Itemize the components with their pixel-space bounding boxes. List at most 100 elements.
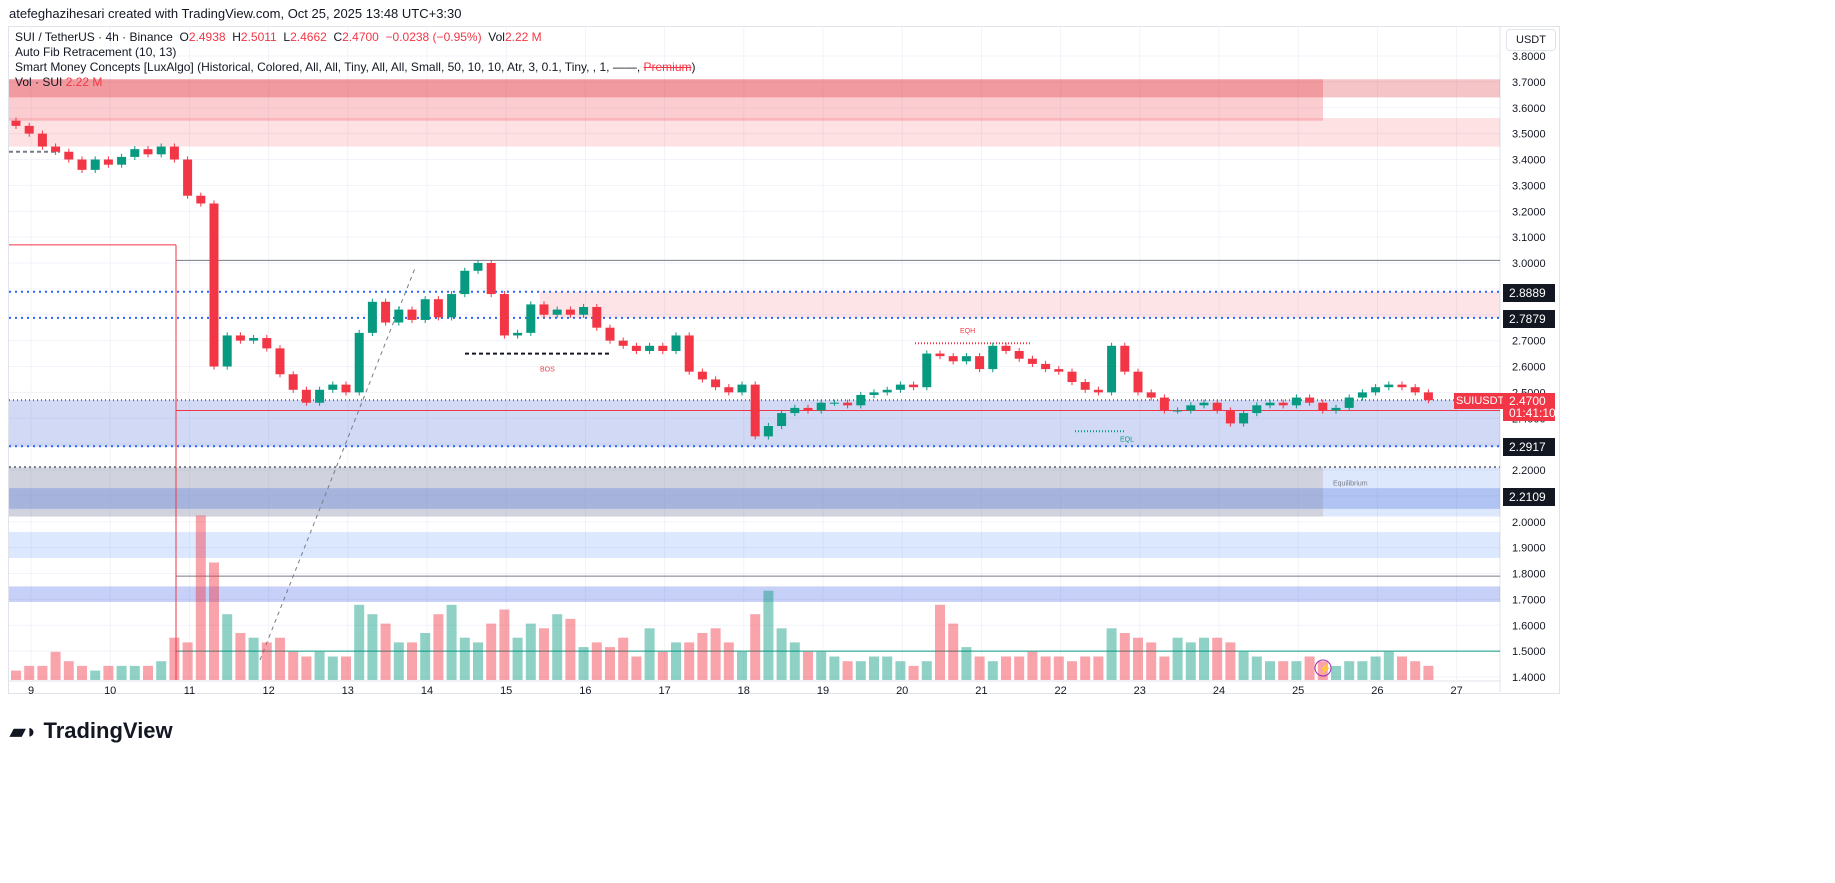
y-tick-label: 3.6000	[1512, 103, 1546, 115]
volume-bar	[37, 665, 48, 680]
volume-bar	[50, 651, 61, 680]
volume-bar	[446, 604, 457, 680]
chart-frame	[8, 26, 1560, 694]
fib-indicator-legend[interactable]: Auto Fib Retracement (10, 13)	[15, 45, 177, 59]
volume-bar	[103, 665, 114, 680]
last-price-tag: 2.4700 01:41:10	[1503, 393, 1556, 421]
volume-bar	[499, 609, 510, 680]
alert-bolt-icon-glyph: ⚡	[1319, 662, 1331, 675]
volume-bar	[235, 633, 246, 680]
candle-body	[117, 156, 127, 165]
candle-body	[1265, 402, 1275, 406]
candle-body	[51, 146, 61, 152]
x-tick-label: 24	[1213, 685, 1225, 697]
volume-bar	[684, 642, 695, 680]
currency-button[interactable]: USDT	[1506, 29, 1556, 51]
candle-body	[829, 402, 839, 404]
volume-bar	[1344, 661, 1355, 680]
candle-body	[1410, 387, 1420, 393]
candle-body	[697, 371, 707, 380]
volume-bar	[367, 614, 378, 680]
candle-body	[499, 294, 509, 336]
price-tag-fib-1: 2.8889	[1503, 284, 1555, 302]
candle-body	[1305, 397, 1315, 403]
candle-body	[1384, 384, 1394, 388]
volume-bar	[1278, 661, 1289, 680]
volume-bar	[420, 633, 431, 680]
volume-bar	[750, 614, 761, 680]
y-tick-label: 3.8000	[1512, 51, 1546, 63]
candle-body	[235, 335, 245, 341]
y-tick-label: 1.6000	[1512, 620, 1546, 632]
candle-body	[1291, 397, 1301, 406]
candle-body	[526, 304, 536, 333]
volume-bar	[697, 633, 708, 680]
high-value: 2.5011	[240, 30, 277, 44]
volume-bar	[1040, 656, 1051, 680]
volume-bar	[921, 661, 932, 680]
candle-body	[407, 309, 417, 320]
x-tick-label: 14	[421, 685, 433, 697]
candle-body	[301, 389, 311, 403]
candle-body	[922, 353, 932, 388]
volume-bar	[1291, 661, 1302, 680]
candle-body	[790, 407, 800, 414]
volume-bar	[261, 642, 272, 680]
candle-body	[948, 356, 958, 362]
volume-bar	[143, 665, 153, 680]
x-tick-label: 25	[1292, 685, 1304, 697]
symbol-legend[interactable]: SUI / TetherUS · 4h · Binance O2.4938 H2…	[15, 30, 696, 45]
volume-bar	[1080, 656, 1091, 680]
y-tick-label: 3.7000	[1512, 77, 1546, 89]
candle-body	[1067, 371, 1077, 383]
tradingview-logo[interactable]: ▰◗ TradingView	[10, 718, 173, 744]
candle-body	[209, 203, 219, 367]
candle-body	[460, 270, 470, 295]
x-tick-label: 11	[184, 685, 195, 697]
y-tick-label: 3.5000	[1512, 129, 1546, 141]
volume-bar	[776, 628, 787, 680]
smc-indicator-legend[interactable]: Smart Money Concepts [LuxAlgo] (Historic…	[15, 60, 696, 75]
volume-bar	[1238, 651, 1249, 680]
volume-bar	[525, 623, 536, 680]
volume-bar	[248, 637, 259, 680]
candle-body	[631, 345, 641, 351]
volume-bar	[552, 614, 563, 680]
y-tick-label: 3.4000	[1512, 155, 1546, 167]
high-label: H	[232, 30, 241, 44]
volume-bar	[341, 656, 351, 680]
candle-body	[156, 146, 166, 155]
candle-body	[315, 389, 325, 403]
candle-body	[77, 159, 87, 170]
price-tag-fib-3: 2.2917	[1503, 438, 1555, 456]
x-tick-label: 13	[342, 685, 354, 697]
eqh-label: EQH	[960, 328, 975, 335]
candle-body	[1159, 397, 1169, 411]
volume-bar	[1397, 656, 1407, 680]
candle-body	[367, 301, 377, 333]
last-price: 2.4700	[1509, 394, 1546, 408]
volume-bar	[1106, 628, 1117, 680]
candle-body	[552, 309, 562, 315]
volume-bar	[1159, 656, 1170, 680]
candle-body	[1397, 384, 1407, 388]
candle-body	[1423, 392, 1433, 401]
volume-bar	[618, 637, 629, 680]
candle-body	[763, 426, 773, 437]
y-tick-label: 1.7000	[1512, 594, 1546, 606]
volume-bar	[710, 628, 721, 680]
y-tick-label: 2.7000	[1512, 336, 1546, 348]
y-tick-label: 1.5000	[1512, 646, 1546, 658]
volume-bar	[486, 623, 497, 680]
smc-label: Smart Money Concepts [LuxAlgo] (Historic…	[15, 60, 641, 74]
volume-indicator-legend[interactable]: Vol · SUI 2.22 M	[15, 75, 696, 90]
bar-countdown: 01:41:10	[1509, 406, 1556, 420]
y-tick-label: 3.3000	[1512, 180, 1546, 192]
volume-bar	[1317, 661, 1328, 680]
candle-body	[196, 195, 206, 204]
candle-body	[1199, 402, 1209, 406]
volume-bar	[1067, 661, 1077, 680]
low-label: L	[283, 30, 291, 44]
candle-body	[777, 413, 787, 427]
